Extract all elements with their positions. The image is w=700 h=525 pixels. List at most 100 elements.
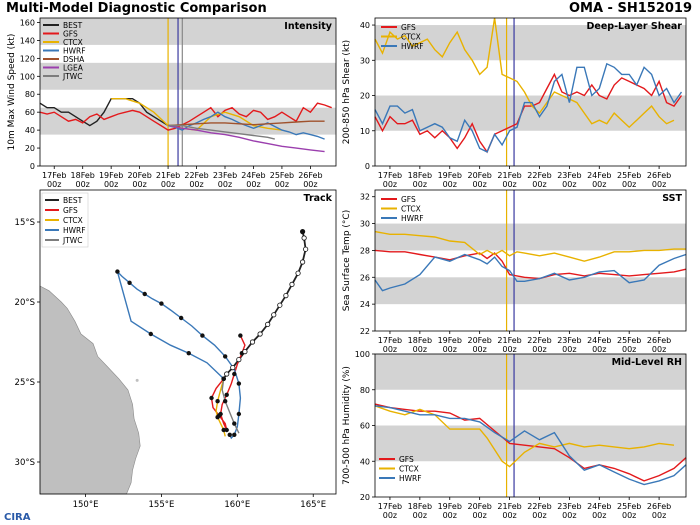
rh-xtick-label: 23Feb	[557, 502, 581, 511]
sst-ytick-label: 28	[360, 246, 370, 255]
rh-xtick-label: 25Feb	[617, 502, 641, 511]
intensity-xtick-label: 21Feb	[156, 171, 180, 180]
track-marker-hwrf	[227, 432, 232, 437]
track-marker-hwrf	[186, 351, 191, 356]
sst-legend-label: CTCX	[401, 205, 421, 214]
track-best-marker	[303, 246, 309, 252]
rh-series-ctcx	[374, 405, 675, 468]
track-best-marker	[257, 331, 263, 337]
intensity-legend-label: CTCX	[63, 38, 83, 47]
track-best-marker	[249, 339, 256, 345]
intensity-legend-label: DSHA	[63, 55, 85, 64]
shear-band-1	[375, 25, 686, 61]
track-marker-gfs	[232, 371, 237, 377]
intensity-frame	[39, 17, 337, 167]
track-ytick-label: 30°S	[15, 458, 35, 468]
sst-frame	[374, 189, 687, 332]
shear-xtick-label: 00z	[562, 180, 576, 189]
track-best-marker	[289, 281, 295, 287]
rh-panel-title: Mid-Level RH	[612, 357, 682, 368]
track-best-marker	[283, 292, 289, 299]
rh-xtick-label: 17Feb	[378, 502, 402, 511]
shear-ytick-label: 30	[360, 56, 370, 65]
shear-ylabel: 200-850 hPa Shear (kt)	[342, 40, 352, 144]
shear-xtick-label: 20Feb	[467, 171, 491, 180]
intensity-series-dsha	[168, 120, 325, 127]
sst-legend-label: HWRF	[401, 214, 424, 223]
sst-xtick-label: 00z	[502, 345, 516, 354]
rh-xtick-label: 00z	[652, 511, 666, 520]
track-marker-hwrf	[178, 315, 184, 321]
track-panel-title: Track	[304, 193, 333, 204]
sst-xtick-label: 00z	[443, 345, 457, 354]
rh-series-gfs	[374, 403, 687, 482]
sst-xtick-label: 21Feb	[497, 336, 521, 345]
intensity-ytick-label: 20	[25, 144, 35, 153]
shear-legend-label: HWRF	[401, 42, 424, 51]
shear-xtick-label: 22Feb	[527, 171, 551, 180]
track-marker-hwrf	[200, 333, 205, 338]
track-xtick-label: 160°E	[224, 500, 250, 510]
intensity-xtick-label: 00z	[218, 180, 232, 189]
track-series-hwrf	[116, 271, 242, 440]
sst-xtick-label: 00z	[652, 345, 666, 354]
intensity-xtick-label: 26Feb	[298, 171, 322, 180]
shear-panel-title: Deep-Layer Shear	[587, 21, 683, 32]
track-best-marker	[224, 371, 230, 377]
track-marker-hwrf	[236, 381, 242, 386]
shear-ytick-label: 0	[365, 162, 370, 171]
track-marker-hwrf	[142, 291, 147, 297]
track-marker-jtwc	[222, 399, 228, 404]
shear-ytick-label: 20	[360, 92, 370, 101]
track-legend-label: BEST	[63, 196, 83, 205]
intensity-band-2	[40, 18, 336, 45]
rh-xtick-label: 00z	[622, 511, 636, 520]
track-marker-hwrf	[222, 354, 228, 359]
track-marker-jtwc	[221, 376, 226, 381]
shear-xtick-label: 00z	[592, 180, 606, 189]
rh-xtick-label: 00z	[443, 511, 457, 520]
intensity-legend-label: HWRF	[63, 47, 86, 56]
track-marker-gfs	[224, 427, 229, 433]
sst-xtick-label: 18Feb	[408, 336, 432, 345]
sst-xtick-label: 00z	[622, 345, 636, 354]
track-legend-label: JTWC	[62, 236, 82, 245]
sst-legend-label: GFS	[401, 195, 416, 204]
rh-xtick-label: 18Feb	[408, 502, 432, 511]
rh-series-hwrf	[374, 405, 687, 486]
intensity-legend-label: LGEA	[63, 64, 84, 73]
intensity-legend-label: JTWC	[62, 72, 82, 81]
intensity-xtick-label: 00z	[132, 180, 146, 189]
track-marker-ctcx	[215, 415, 220, 420]
track-marker-hwrf	[127, 280, 132, 285]
rh-xtick-label: 19Feb	[438, 502, 462, 511]
intensity-legend-label: BEST	[63, 21, 83, 30]
intensity-xtick-label: 20Feb	[127, 171, 151, 180]
track-land-australia	[39, 285, 141, 495]
rh-xtick-label: 00z	[502, 511, 516, 520]
track-best-marker	[271, 312, 277, 318]
sst-ytick-label: 22	[360, 327, 370, 336]
rh-ylabel: 700-500 hPa Humidity (%)	[342, 366, 352, 485]
intensity-xtick-label: 25Feb	[270, 171, 294, 180]
shear-xtick-label: 26Feb	[647, 171, 671, 180]
rh-ytick-label: 20	[360, 493, 370, 502]
track-marker-gfs	[238, 333, 243, 338]
intensity-band-1	[40, 62, 336, 90]
figure-title: Multi-Model Diagnostic Comparison	[6, 1, 267, 16]
sst-xtick-label: 25Feb	[617, 336, 641, 345]
shear-legend-label: GFS	[401, 23, 416, 32]
shear-xtick-label: 00z	[502, 180, 516, 189]
rh-xtick-label: 24Feb	[587, 502, 611, 511]
shear-xtick-label: 25Feb	[617, 171, 641, 180]
track-ytick-label: 25°S	[15, 378, 35, 388]
rh-xtick-label: 20Feb	[467, 502, 491, 511]
track-xtick-label: 165°E	[300, 500, 326, 510]
sst-ytick-label: 30	[360, 220, 370, 229]
rh-xtick-label: 00z	[532, 511, 546, 520]
intensity-ytick-label: 80	[25, 90, 35, 99]
track-best-marker	[300, 259, 306, 265]
shear-series-gfs	[374, 72, 683, 154]
rh-band-0	[375, 425, 686, 462]
intensity-legend-label: GFS	[63, 30, 78, 39]
